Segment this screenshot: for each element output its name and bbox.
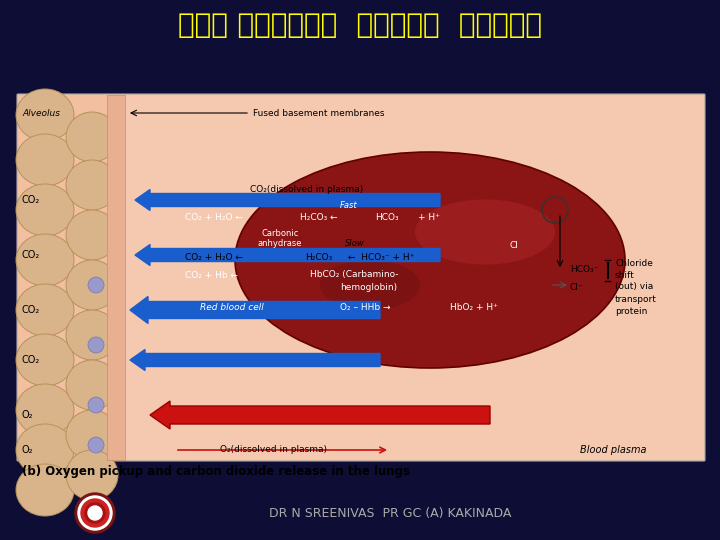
Text: Slow: Slow <box>345 239 365 247</box>
Circle shape <box>85 503 105 523</box>
Text: Blood plasma: Blood plasma <box>580 445 647 455</box>
Text: O₂ – HHb →: O₂ – HHb → <box>340 303 390 313</box>
Text: CO₂: CO₂ <box>22 195 40 205</box>
Circle shape <box>75 493 115 533</box>
Ellipse shape <box>66 112 118 162</box>
Ellipse shape <box>88 277 104 293</box>
Ellipse shape <box>66 260 118 310</box>
Text: (b) Oxygen pickup and carbon dioxide release in the lungs: (b) Oxygen pickup and carbon dioxide rel… <box>22 465 410 478</box>
Text: Red blood cell: Red blood cell <box>200 303 264 313</box>
FancyArrow shape <box>130 349 380 370</box>
Text: DR N SREENIVAS  PR GC (A) KAKINADA: DR N SREENIVAS PR GC (A) KAKINADA <box>269 507 511 519</box>
Ellipse shape <box>88 397 104 413</box>
Ellipse shape <box>66 160 118 210</box>
Text: (out) via: (out) via <box>615 282 653 292</box>
Bar <box>107 95 125 460</box>
Ellipse shape <box>66 360 118 410</box>
Text: Alveolus: Alveolus <box>22 109 60 118</box>
Text: O₂: O₂ <box>22 445 34 455</box>
Text: Fused basement membranes: Fused basement membranes <box>253 109 384 118</box>
Text: hemoglobin): hemoglobin) <box>340 284 397 293</box>
Ellipse shape <box>16 234 74 286</box>
Bar <box>125 95 704 460</box>
Ellipse shape <box>16 464 74 516</box>
Text: shift: shift <box>615 271 635 280</box>
Ellipse shape <box>88 437 104 453</box>
Text: CO₂: CO₂ <box>22 250 40 260</box>
Ellipse shape <box>16 384 74 436</box>
Ellipse shape <box>66 210 118 260</box>
Ellipse shape <box>16 284 74 336</box>
Text: CO₂ + Hb ←: CO₂ + Hb ← <box>185 271 238 280</box>
Text: H₂CO₃: H₂CO₃ <box>305 253 332 261</box>
Ellipse shape <box>415 199 555 265</box>
Text: Fast: Fast <box>340 200 358 210</box>
Text: O₂(dissolved in plasma): O₂(dissolved in plasma) <box>220 446 327 455</box>
FancyBboxPatch shape <box>17 94 705 461</box>
Circle shape <box>78 496 112 530</box>
Ellipse shape <box>66 310 118 360</box>
Text: CO₂(dissolved in plasma): CO₂(dissolved in plasma) <box>250 186 364 194</box>
Text: anhydrase: anhydrase <box>258 240 302 248</box>
Text: CO₂ + H₂O ←: CO₂ + H₂O ← <box>185 213 243 222</box>
FancyArrow shape <box>135 245 440 266</box>
Ellipse shape <box>235 152 625 368</box>
Text: transport: transport <box>615 294 657 303</box>
Text: HbO₂ + H⁺: HbO₂ + H⁺ <box>450 303 498 313</box>
Ellipse shape <box>320 260 420 310</box>
Text: Cl: Cl <box>510 240 519 249</box>
Text: + H⁺: + H⁺ <box>418 213 440 222</box>
FancyArrow shape <box>135 190 440 211</box>
Ellipse shape <box>16 334 74 386</box>
FancyArrow shape <box>130 296 380 323</box>
Text: protein: protein <box>615 307 647 315</box>
Text: Carbonic: Carbonic <box>261 228 299 238</box>
FancyArrow shape <box>150 401 490 429</box>
Text: HCO₃: HCO₃ <box>375 213 399 222</box>
Text: ఊపర తతతులల  హాయుల  మారపడ: ఊపర తతతులల హాయుల మారపడ <box>178 11 542 39</box>
Text: Cl⁻: Cl⁻ <box>570 282 584 292</box>
Text: ←  HCO₃⁻ + H⁺: ← HCO₃⁻ + H⁺ <box>348 253 415 261</box>
Text: CO₂: CO₂ <box>22 355 40 365</box>
Circle shape <box>81 499 109 527</box>
Text: H₂CO₃ ←: H₂CO₃ ← <box>300 213 338 222</box>
Circle shape <box>88 506 102 520</box>
Ellipse shape <box>66 410 118 460</box>
Ellipse shape <box>88 337 104 353</box>
Text: O₂: O₂ <box>22 410 34 420</box>
Text: CO₂ + H₂O ←: CO₂ + H₂O ← <box>185 253 243 261</box>
Ellipse shape <box>16 134 74 186</box>
Ellipse shape <box>16 89 74 141</box>
Ellipse shape <box>66 450 118 500</box>
Ellipse shape <box>16 184 74 236</box>
Text: CO₂: CO₂ <box>22 305 40 315</box>
Ellipse shape <box>16 424 74 476</box>
Text: Chloride: Chloride <box>615 259 653 267</box>
Text: HCO₃⁻: HCO₃⁻ <box>570 266 598 274</box>
Text: HbCO₂ (Carbamino-: HbCO₂ (Carbamino- <box>310 271 398 280</box>
